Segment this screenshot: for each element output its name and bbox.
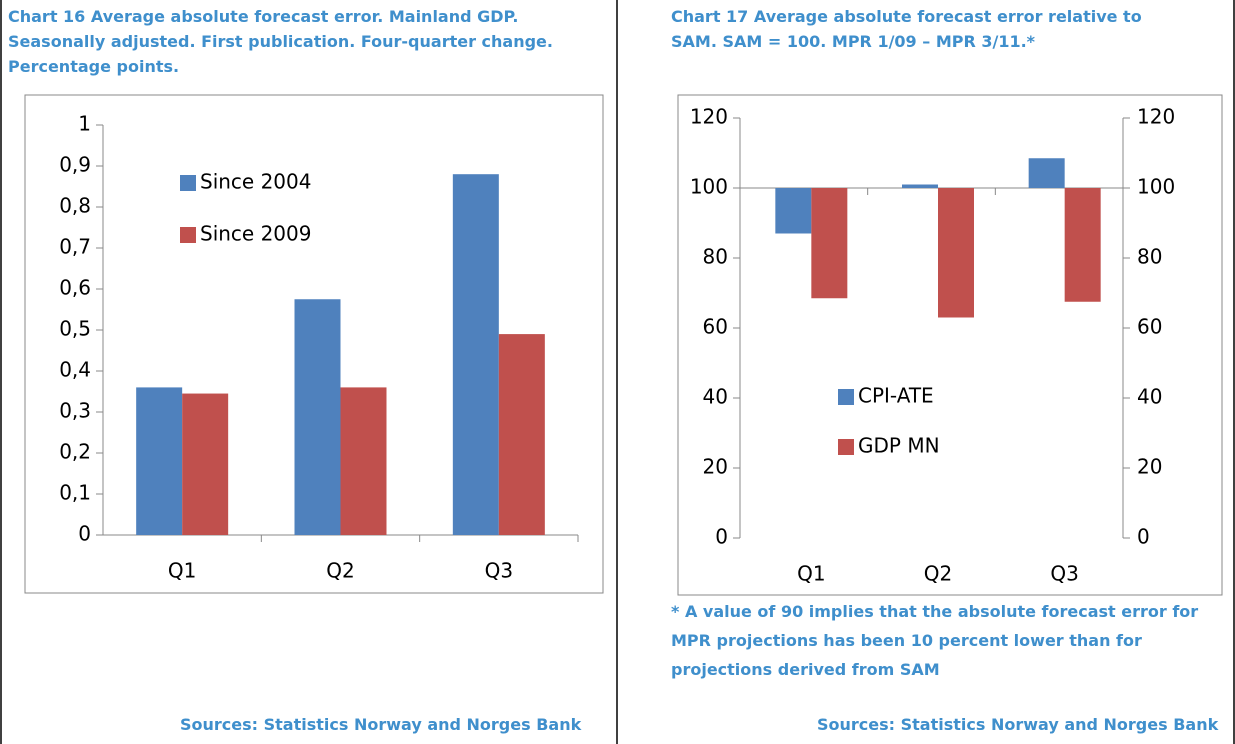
y-tick-label: 0,6: [59, 276, 91, 300]
y-tick-label: 20: [703, 455, 728, 479]
y-tick-label: 1: [78, 112, 91, 136]
x-tick-label: Q3: [1050, 562, 1078, 586]
sources: Sources: Statistics Norway and Norges Ba…: [180, 715, 582, 734]
bar: [182, 393, 229, 535]
y-tick-label: 0: [78, 522, 91, 546]
y-tick-label: 0,1: [59, 481, 91, 505]
y-tick-label: 0,5: [59, 317, 91, 341]
bar: [1028, 158, 1065, 188]
y-tick-label: 60: [703, 315, 728, 339]
y2-tick-label: 0: [1137, 525, 1150, 549]
y-tick-label: 40: [703, 385, 728, 409]
bar: [1064, 188, 1101, 302]
chart-title: Chart 16 Average absolute forecast error…: [8, 7, 553, 76]
bar: [452, 174, 499, 535]
footnote: * A value of 90 implies that the absolut…: [671, 602, 1199, 679]
bar: [136, 387, 183, 535]
bar: [340, 387, 387, 535]
x-tick-label: Q1: [797, 562, 825, 586]
x-tick-label: Q3: [485, 559, 513, 583]
legend-swatch: [180, 175, 196, 191]
legend-swatch: [838, 439, 854, 455]
y-tick-label: 0,2: [59, 440, 91, 464]
legend-swatch: [838, 389, 854, 405]
bar: [498, 334, 545, 535]
legend-label: Since 2004: [200, 170, 311, 194]
legend-label: Since 2009: [200, 222, 311, 246]
y-tick-label: 0,4: [59, 358, 91, 382]
bar: [775, 188, 812, 234]
sources: Sources: Statistics Norway and Norges Ba…: [817, 715, 1219, 734]
y2-tick-label: 120: [1137, 105, 1175, 129]
x-tick-label: Q2: [326, 559, 354, 583]
y-tick-label: 120: [690, 105, 728, 129]
y2-tick-label: 80: [1137, 245, 1162, 269]
y-tick-label: 0,8: [59, 194, 91, 218]
y2-tick-label: 20: [1137, 455, 1162, 479]
x-tick-label: Q1: [168, 559, 196, 583]
y2-tick-label: 60: [1137, 315, 1162, 339]
y-tick-label: 0,7: [59, 235, 91, 259]
legend-label: CPI-ATE: [858, 384, 934, 408]
x-tick-label: Q2: [924, 562, 952, 586]
legend-swatch: [180, 227, 196, 243]
y-tick-label: 0,3: [59, 399, 91, 423]
y-tick-label: 0: [715, 525, 728, 549]
y-tick-label: 0,9: [59, 153, 91, 177]
y2-tick-label: 40: [1137, 385, 1162, 409]
chart-title: Chart 17 Average absolute forecast error…: [671, 7, 1142, 51]
y2-tick-label: 100: [1137, 175, 1175, 199]
bar: [902, 184, 938, 188]
y-tick-label: 80: [703, 245, 728, 269]
bar: [294, 299, 341, 535]
y-tick-label: 100: [690, 175, 728, 199]
bar: [811, 188, 848, 299]
bar: [938, 188, 974, 318]
legend-label: GDP MN: [858, 434, 940, 458]
